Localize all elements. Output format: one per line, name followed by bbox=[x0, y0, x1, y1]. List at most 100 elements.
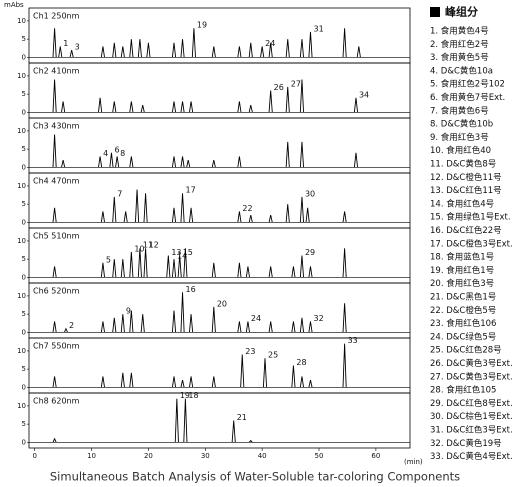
panel-frame bbox=[28, 337, 411, 394]
peak bbox=[308, 379, 313, 388]
peak bbox=[180, 101, 185, 113]
panel-frame bbox=[28, 392, 411, 449]
peak-label: 12 bbox=[149, 241, 159, 250]
peak-label: 28 bbox=[296, 358, 306, 367]
peak bbox=[268, 42, 273, 58]
peak bbox=[134, 189, 140, 223]
peak bbox=[248, 42, 253, 58]
y-tick-label: 0 bbox=[22, 328, 26, 336]
peak bbox=[100, 321, 105, 333]
peak-label: 5 bbox=[106, 255, 111, 264]
peak bbox=[299, 317, 305, 333]
peak bbox=[112, 259, 117, 278]
peak bbox=[356, 46, 361, 58]
legend-entry: 5. 食用红色2号102 bbox=[430, 79, 505, 90]
peak-label: 13 bbox=[171, 248, 181, 257]
peak bbox=[58, 46, 63, 58]
peak bbox=[61, 159, 66, 168]
panel-label: Ch1 250nm bbox=[33, 12, 80, 21]
peak bbox=[262, 358, 268, 388]
peak-label: 15 bbox=[183, 248, 193, 257]
peak bbox=[120, 314, 125, 333]
y-tick-label: 0 bbox=[22, 218, 26, 226]
y-tick-label: 5 bbox=[22, 365, 26, 373]
peak bbox=[112, 42, 117, 58]
peak-label: 23 bbox=[245, 347, 255, 356]
y-tick-label: 10 bbox=[17, 72, 26, 80]
panel-label: Ch6 520nm bbox=[33, 287, 80, 296]
peak-label: 2 bbox=[69, 321, 74, 330]
peak bbox=[171, 156, 177, 168]
peak bbox=[285, 39, 290, 58]
peak bbox=[171, 376, 177, 388]
peak-label: 9 bbox=[126, 307, 131, 316]
peak-label: 6 bbox=[114, 145, 119, 154]
peak bbox=[291, 266, 296, 278]
peak bbox=[129, 251, 134, 278]
peak-label: 29 bbox=[305, 248, 315, 257]
peak bbox=[180, 193, 185, 223]
legend-entry: 11. D&C黄色8号 bbox=[430, 159, 496, 170]
peak bbox=[143, 248, 148, 278]
legend-entry: 24. D&C绿色5号 bbox=[430, 331, 496, 342]
y-tick-label: 0 bbox=[22, 163, 26, 171]
legend-entry: 32. D&C黄色19号 bbox=[430, 438, 502, 449]
peak-label: 4 bbox=[103, 149, 108, 158]
legend-entry: 6. 食用黄色7号Ext. bbox=[430, 92, 505, 103]
panel-frame bbox=[28, 62, 411, 119]
peak-label: 32 bbox=[313, 314, 323, 323]
panel-label: Ch2 410nm bbox=[33, 67, 80, 76]
legend-entry: 26. D&C黄色3号Ext. bbox=[430, 358, 513, 369]
peak bbox=[285, 141, 290, 168]
y-tick-label: 10 bbox=[17, 17, 26, 25]
peak-label: 33 bbox=[348, 336, 358, 345]
y-tick-label: 5 bbox=[22, 90, 26, 98]
panel-frame bbox=[28, 7, 411, 64]
peak-label: 7 bbox=[117, 189, 122, 198]
peak bbox=[100, 46, 105, 58]
peak bbox=[291, 321, 296, 333]
peak-label: 27 bbox=[291, 79, 301, 88]
peak bbox=[248, 104, 253, 113]
peak bbox=[98, 97, 103, 113]
y-tick-label: 5 bbox=[22, 420, 26, 428]
peak bbox=[211, 306, 216, 333]
peak bbox=[166, 255, 171, 278]
peak bbox=[112, 196, 117, 223]
peak bbox=[120, 46, 125, 58]
peak-label: 3 bbox=[75, 43, 80, 52]
legend-title: 峰组分 bbox=[445, 5, 478, 19]
peak-label: 25 bbox=[268, 351, 278, 360]
peak-label: 19 bbox=[180, 391, 190, 400]
peak bbox=[342, 211, 347, 223]
y-tick-label: 0 bbox=[22, 383, 26, 391]
legend-entry: 3. 食用黄色5号 bbox=[430, 52, 489, 63]
peak-label: 11 bbox=[143, 241, 153, 250]
peak bbox=[63, 327, 68, 333]
x-tick-label: 20 bbox=[144, 452, 153, 460]
peak-label: 16 bbox=[186, 285, 196, 294]
panel-frame bbox=[28, 172, 411, 229]
peak bbox=[69, 49, 74, 58]
legend-entry: 19. 食用红色1号 bbox=[430, 265, 494, 276]
peak bbox=[129, 101, 134, 113]
y-tick-label: 10 bbox=[17, 402, 26, 410]
peak bbox=[100, 262, 105, 278]
peak bbox=[52, 266, 57, 278]
y-tick-label: 0 bbox=[22, 53, 26, 61]
peak bbox=[248, 439, 253, 443]
peak bbox=[308, 266, 313, 278]
peak bbox=[140, 104, 145, 113]
peak bbox=[305, 207, 310, 223]
peak bbox=[248, 214, 253, 223]
y-tick-label: 10 bbox=[17, 237, 26, 245]
peak bbox=[171, 207, 177, 223]
peak bbox=[180, 379, 185, 388]
panel-label: Ch4 470nm bbox=[33, 177, 80, 186]
peak bbox=[171, 310, 177, 333]
peak bbox=[299, 79, 305, 113]
panel-frame bbox=[28, 227, 411, 284]
peak bbox=[308, 321, 313, 333]
y-axis-label: mAbs bbox=[4, 1, 24, 9]
